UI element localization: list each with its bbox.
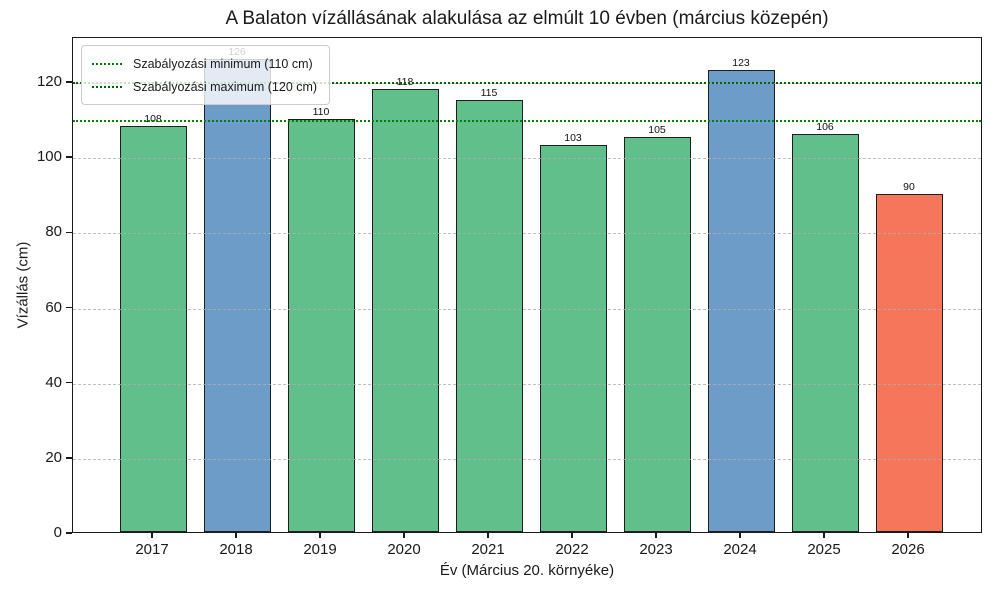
legend-dotted-line-icon bbox=[92, 85, 122, 88]
bar-value-label-2024: 123 bbox=[732, 56, 750, 69]
legend-label: Szabályozási maximum (120 cm) bbox=[133, 79, 318, 94]
x-tick-mark-2017 bbox=[151, 533, 153, 538]
x-tick-label-2024: 2024 bbox=[723, 541, 757, 558]
x-tick-label-2025: 2025 bbox=[807, 541, 841, 558]
x-tick-mark-2022 bbox=[571, 533, 573, 538]
bar-2018 bbox=[203, 58, 271, 532]
x-tick-label-2020: 2020 bbox=[387, 541, 421, 558]
bar-value-label-2021: 115 bbox=[480, 86, 498, 99]
bar-value-label-2025: 106 bbox=[816, 120, 834, 133]
y-tick-mark-60 bbox=[66, 306, 72, 309]
bar-value-label-2022: 103 bbox=[564, 131, 582, 144]
y-tick-mark-80 bbox=[66, 231, 72, 234]
y-tick-mark-100 bbox=[66, 156, 72, 158]
bar-2020 bbox=[371, 88, 439, 532]
bar-value-label-2026: 90 bbox=[903, 180, 915, 193]
x-tick-mark-2021 bbox=[487, 533, 489, 538]
bar-value-label-2017: 108 bbox=[144, 113, 162, 126]
x-tick-label-2022: 2022 bbox=[555, 541, 589, 558]
bar-2022 bbox=[539, 144, 607, 532]
bar-value-label-2023: 105 bbox=[648, 124, 666, 137]
chart-title: A Balaton vízállásának alakulása az elmú… bbox=[225, 8, 829, 29]
bar-2019 bbox=[287, 118, 355, 532]
bar-value-label-2019: 110 bbox=[312, 105, 330, 118]
x-tick-label-2023: 2023 bbox=[639, 541, 673, 558]
bar-2024 bbox=[707, 69, 775, 532]
bar-2021 bbox=[455, 99, 523, 532]
y-tick-mark-120 bbox=[66, 81, 72, 83]
y-tick-label-60: 60 bbox=[45, 298, 62, 316]
y-tick-mark-40 bbox=[66, 381, 72, 384]
x-tick-mark-2025 bbox=[823, 533, 825, 538]
x-axis-label: Év (Március 20. környéke) bbox=[439, 562, 615, 579]
x-tick-label-2018: 2018 bbox=[219, 541, 253, 558]
x-tick-label-2026: 2026 bbox=[891, 541, 925, 558]
bar-2023 bbox=[623, 137, 691, 532]
legend: Szabályozási minimum (110 cm) Szabályozás… bbox=[81, 45, 331, 105]
bar-value-label-2020: 118 bbox=[396, 75, 414, 88]
bar-2025 bbox=[791, 133, 859, 532]
y-tick-label-80: 80 bbox=[45, 223, 62, 241]
y-tick-label-40: 40 bbox=[45, 373, 62, 391]
y-tick-label-20: 20 bbox=[45, 448, 62, 466]
x-tick-label-2021: 2021 bbox=[471, 541, 505, 558]
x-tick-mark-2020 bbox=[403, 533, 405, 538]
y-tick-mark-0 bbox=[66, 532, 72, 534]
legend-entry-1: Szabályozási maximum (120 cm) bbox=[92, 75, 317, 98]
x-tick-mark-2019 bbox=[319, 533, 321, 538]
x-tick-mark-2024 bbox=[739, 533, 741, 538]
x-tick-label-2019: 2019 bbox=[303, 541, 337, 558]
x-tick-mark-2018 bbox=[235, 533, 237, 538]
y-tick-label-0: 0 bbox=[53, 524, 62, 541]
legend-dotted-line-icon bbox=[92, 62, 122, 65]
plot-area: Szabályozási minimum (110 cm) Szabályozás… bbox=[72, 37, 982, 533]
y-tick-label-100: 100 bbox=[36, 148, 62, 166]
bar-2017 bbox=[119, 126, 187, 532]
bar-2026 bbox=[875, 193, 943, 532]
x-tick-mark-2026 bbox=[907, 533, 909, 538]
x-tick-label-2017: 2017 bbox=[135, 541, 169, 558]
x-tick-mark-2023 bbox=[655, 533, 657, 538]
y-tick-mark-20 bbox=[66, 457, 72, 459]
legend-entry-0: Szabályozási minimum (110 cm) bbox=[92, 52, 317, 75]
y-tick-label-120: 120 bbox=[36, 73, 62, 91]
legend-label: Szabályozási minimum (110 cm) bbox=[133, 56, 313, 71]
